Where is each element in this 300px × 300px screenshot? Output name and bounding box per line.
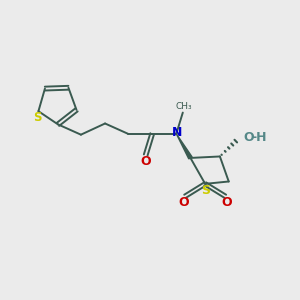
Text: O: O [243,131,254,144]
Text: CH₃: CH₃ [176,102,193,111]
Text: S: S [201,184,210,197]
Text: N: N [171,125,182,139]
Text: S: S [33,111,41,124]
Text: O: O [178,196,189,208]
Text: O: O [221,196,232,208]
Text: -H: -H [251,131,266,144]
Polygon shape [176,134,192,159]
Text: O: O [140,155,151,168]
